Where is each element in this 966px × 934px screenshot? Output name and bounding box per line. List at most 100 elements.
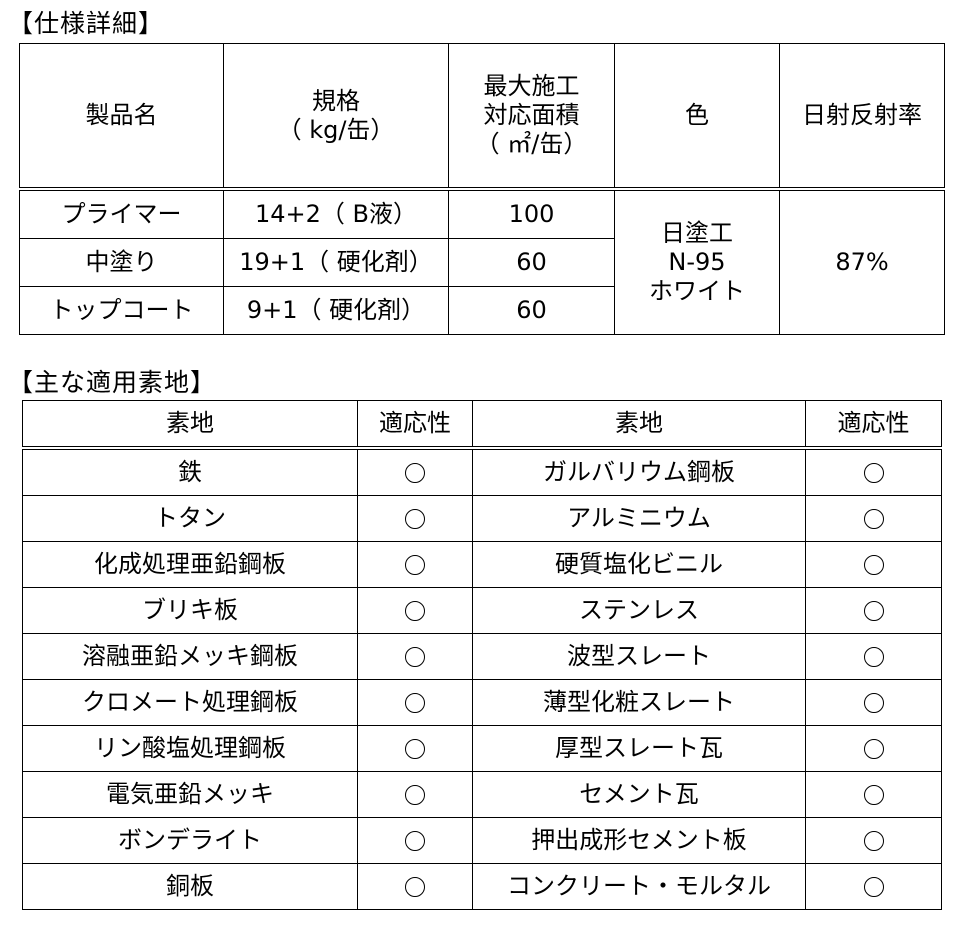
header-label: 規格 （ kg/缶） bbox=[277, 86, 395, 144]
circle-icon bbox=[405, 831, 425, 852]
product-color: 日塗工 N-95 ホワイト bbox=[614, 188, 780, 335]
compat-cell bbox=[357, 817, 473, 864]
reflectance-value: 87% bbox=[779, 188, 945, 335]
circle-icon bbox=[863, 693, 884, 714]
table-row: 化成処理亜鉛鋼板 硬質塩化ビニル bbox=[22, 541, 942, 588]
substrate-name: 薄型化粧スレート bbox=[472, 679, 806, 726]
circle-icon bbox=[405, 785, 425, 806]
spec-table: 製品名 規格 （ kg/缶） 最大施工 対応面積 （ ㎡/缶） 色 日射反射率 … bbox=[19, 43, 945, 335]
table-row: クロメート処理鋼板 薄型化粧スレート bbox=[22, 679, 942, 726]
substrate-name: 硬質塩化ビニル bbox=[472, 541, 806, 588]
product-name: 中塗り bbox=[19, 238, 224, 287]
circle-icon bbox=[863, 877, 884, 898]
substrate-name: セメント瓦 bbox=[472, 771, 806, 818]
compat-cell bbox=[805, 587, 942, 634]
table-row: ボンデライト 押出成形セメント板 bbox=[22, 817, 942, 864]
circle-icon bbox=[863, 463, 884, 484]
compat-cell bbox=[805, 725, 942, 772]
header-substrate: 素地 bbox=[472, 400, 806, 450]
header-label: 製品名 bbox=[85, 101, 158, 130]
compat-cell bbox=[805, 771, 942, 818]
substrate-section-title: 【主な適用素地】 bbox=[8, 368, 217, 397]
compat-cell bbox=[805, 495, 942, 542]
circle-icon bbox=[863, 601, 884, 622]
circle-icon bbox=[405, 555, 425, 576]
substrate-name: 厚型スレート瓦 bbox=[472, 725, 806, 772]
circle-icon bbox=[405, 647, 425, 668]
table-row: ブリキ板 ステンレス bbox=[22, 587, 942, 634]
substrate-name: 波型スレート bbox=[472, 633, 806, 680]
substrate-name: 鉄 bbox=[22, 447, 358, 496]
header-compat: 適応性 bbox=[805, 400, 942, 450]
substrate-name: 化成処理亜鉛鋼板 bbox=[22, 541, 358, 588]
substrate-name: 銅板 bbox=[22, 863, 358, 910]
substrate-name: クロメート処理鋼板 bbox=[22, 679, 358, 726]
header-label: 色 bbox=[685, 101, 709, 130]
header-area: 最大施工 対応面積 （ ㎡/缶） bbox=[448, 43, 615, 191]
header-label: 日射反射率 bbox=[802, 101, 922, 130]
header-spec: 規格 （ kg/缶） bbox=[223, 43, 449, 191]
circle-icon bbox=[863, 785, 884, 806]
compat-cell bbox=[805, 633, 942, 680]
compat-cell bbox=[357, 679, 473, 726]
circle-icon bbox=[863, 555, 884, 576]
substrate-name: ガルバリウム鋼板 bbox=[472, 447, 806, 496]
product-name: トップコート bbox=[19, 286, 224, 335]
compat-cell bbox=[805, 541, 942, 588]
table-row: 溶融亜鉛メッキ鋼板 波型スレート bbox=[22, 633, 942, 680]
substrate-name: アルミニウム bbox=[472, 495, 806, 542]
compat-cell bbox=[805, 447, 942, 496]
header-product: 製品名 bbox=[19, 43, 224, 191]
compat-cell bbox=[357, 447, 473, 496]
compat-cell bbox=[805, 679, 942, 726]
circle-icon bbox=[863, 739, 884, 760]
spec-header-row: 製品名 規格 （ kg/缶） 最大施工 対応面積 （ ㎡/缶） 色 日射反射率 bbox=[19, 43, 945, 191]
table-row: 銅板 コンクリート・モルタル bbox=[22, 863, 942, 910]
color-value: 日塗工 N-95 ホワイト bbox=[649, 219, 745, 305]
product-spec: 19+1（ 硬化剤） bbox=[223, 238, 449, 287]
circle-icon bbox=[863, 509, 884, 530]
table-row: 中塗り 19+1（ 硬化剤） 60 bbox=[19, 238, 945, 287]
circle-icon bbox=[405, 693, 425, 714]
compat-cell bbox=[805, 817, 942, 864]
product-area: 100 bbox=[448, 188, 615, 239]
compat-cell bbox=[357, 771, 473, 818]
circle-icon bbox=[405, 877, 425, 898]
product-area: 60 bbox=[448, 286, 615, 335]
substrate-name: トタン bbox=[22, 495, 358, 542]
header-substrate: 素地 bbox=[22, 400, 358, 450]
compat-cell bbox=[357, 863, 473, 910]
substrate-name: 押出成形セメント板 bbox=[472, 817, 806, 864]
compat-cell bbox=[357, 495, 473, 542]
circle-icon bbox=[863, 831, 884, 852]
substrate-name: 電気亜鉛メッキ bbox=[22, 771, 358, 818]
table-row: リン酸塩処理鋼板 厚型スレート瓦 bbox=[22, 725, 942, 772]
compat-cell bbox=[357, 725, 473, 772]
substrate-table: 素地 適応性 素地 適応性 鉄 ガルバリウム鋼板 トタン アルミニウム 化成処理亜鉛鋼板… bbox=[22, 400, 942, 910]
compat-cell bbox=[357, 587, 473, 634]
header-compat: 適応性 bbox=[357, 400, 473, 450]
circle-icon bbox=[405, 463, 425, 484]
header-color: 色 bbox=[614, 43, 780, 191]
circle-icon bbox=[863, 647, 884, 668]
product-spec: 14+2（ B液） bbox=[223, 188, 449, 239]
table-row: トップコート 9+1（ 硬化剤） 60 bbox=[19, 286, 945, 335]
header-label: 最大施工 対応面積 （ ㎡/缶） bbox=[475, 72, 588, 158]
substrate-header-row: 素地 適応性 素地 適応性 bbox=[22, 400, 942, 450]
substrate-name: コンクリート・モルタル bbox=[472, 863, 806, 910]
circle-icon bbox=[405, 601, 425, 622]
table-row: 電気亜鉛メッキ セメント瓦 bbox=[22, 771, 942, 818]
substrate-name: 溶融亜鉛メッキ鋼板 bbox=[22, 633, 358, 680]
compat-cell bbox=[805, 863, 942, 910]
circle-icon bbox=[405, 739, 425, 760]
circle-icon bbox=[405, 509, 425, 530]
substrate-name: ステンレス bbox=[472, 587, 806, 634]
substrate-name: ボンデライト bbox=[22, 817, 358, 864]
table-row: トタン アルミニウム bbox=[22, 495, 942, 542]
product-area: 60 bbox=[448, 238, 615, 287]
product-name: プライマー bbox=[19, 188, 224, 239]
product-spec: 9+1（ 硬化剤） bbox=[223, 286, 449, 335]
table-row: 鉄 ガルバリウム鋼板 bbox=[22, 447, 942, 496]
spec-section-title: 【仕様詳細】 bbox=[8, 9, 165, 38]
table-row: プライマー 14+2（ B液） 100 日塗工 N-95 ホワイト 87% bbox=[19, 188, 945, 335]
